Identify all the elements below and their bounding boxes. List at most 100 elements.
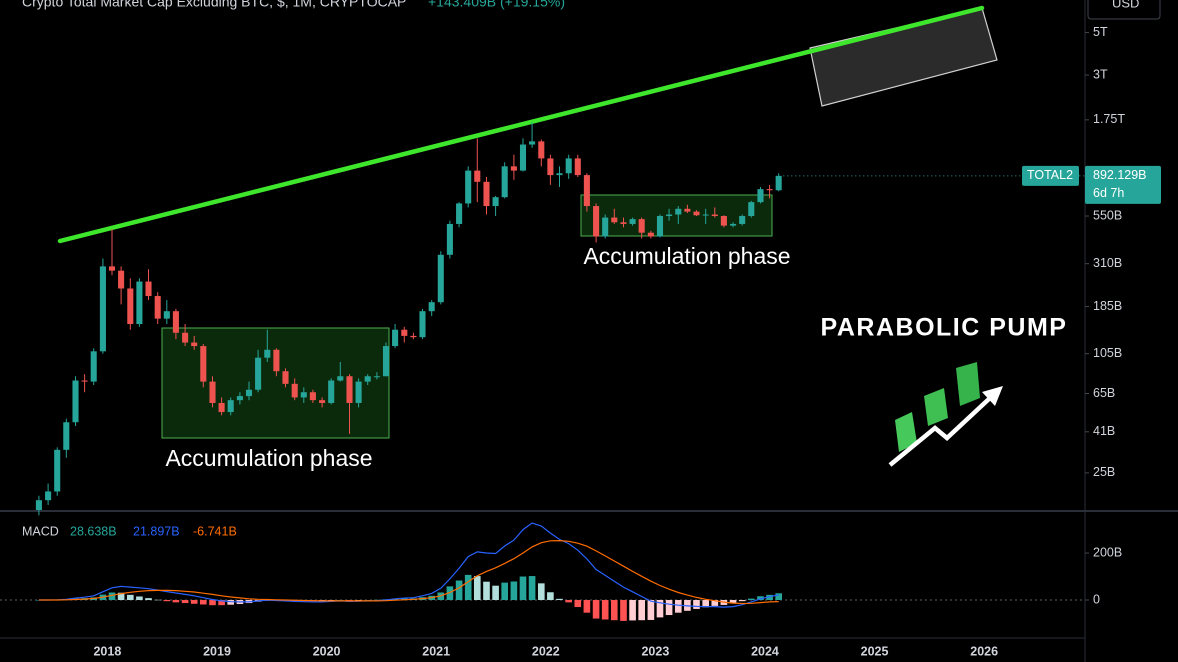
candle-body [218,402,225,413]
histogram-bar [775,593,782,601]
candle-body [291,383,298,398]
candle-body [337,376,344,381]
pump-icon [888,362,1003,467]
histogram-bar [519,576,527,601]
annotation: Accumulation phase [583,243,790,269]
icon-arrow [888,396,992,467]
candle-body [501,166,508,198]
candle-body [446,223,453,255]
histogram-bar [702,600,710,608]
candle-body [656,216,664,237]
candle-body [108,266,116,271]
histogram-bar [336,600,344,601]
candle-body [328,380,335,403]
candle-body [474,170,481,182]
candle-body [775,175,782,191]
candle-body [200,346,207,382]
currency-label[interactable]: USD [1112,0,1139,10]
histogram-bar [227,600,235,605]
histogram-bar [154,599,162,601]
candle-body [63,422,70,450]
icon-bar [895,412,917,452]
candle-body [510,166,517,171]
currency-button[interactable] [1087,0,1161,20]
histogram-bar [327,600,335,601]
candle-body [401,329,408,336]
annotation: PARABOLIC PUMP [821,314,1068,342]
candle-body [739,216,746,224]
candle-body [392,329,399,347]
candle-body [346,376,353,403]
histogram-bar [647,600,655,620]
candle-body [35,500,42,510]
macd-value: 21.897B [133,524,180,538]
candle-body [556,173,563,176]
histogram-bar [373,599,381,601]
histogram-value: 28.638B [70,524,117,538]
histogram-bar [766,594,773,601]
signal-value: -6.741B [193,524,237,538]
candle-body [428,302,435,312]
histogram-bar [583,600,591,613]
histogram-bar [108,592,116,601]
icon-bar [924,388,948,426]
candle-body [529,141,536,145]
candle-body [54,449,61,492]
candle-body [72,380,79,423]
histogram-bar [629,600,636,621]
candle-body [154,296,161,319]
candle-body [629,219,636,224]
x-tick-label: 2018 [93,644,121,658]
candle-body [245,389,253,397]
histogram-bar [501,582,509,601]
candle-body [118,270,125,289]
histogram-bar [199,600,207,605]
histogram-bar [346,600,353,601]
candle-body [519,144,527,171]
candle-body [693,211,700,216]
candle-body [492,197,499,207]
histogram-bar [492,585,499,601]
y-tick-label: 105B [1093,346,1122,360]
histogram-bar [620,600,627,621]
candle-body [456,203,463,224]
histogram-bar [638,600,645,621]
histogram-bar [464,574,472,601]
candle-body [647,232,654,237]
histogram-bar [656,600,664,618]
histogram-bar [592,600,600,619]
x-tick-label: 2019 [203,644,231,658]
candle-body [483,181,490,207]
candle-body [419,311,426,338]
y-tick-label: 0 [1093,592,1100,606]
histogram-bar [665,600,673,616]
candle-body [583,175,590,207]
symbol-label: TOTAL2 [1027,168,1073,182]
candle-body [81,380,88,382]
candle-body [638,219,645,233]
candle-body [236,396,243,401]
y-tick-label: 1.75T [1093,112,1125,126]
candle-body [611,217,618,223]
candle-body [300,392,307,398]
candle-body [45,491,52,501]
histogram-bar [355,600,362,601]
histogram-bar [126,594,134,601]
histogram-bar [674,600,682,613]
candle-body [711,214,718,217]
x-tick-label: 2022 [532,644,560,658]
accumulation-box [580,194,773,237]
candle-body [127,288,134,325]
candle-body [437,254,444,303]
candle-body [702,214,709,216]
histogram-bar [483,581,490,601]
histogram-bar [181,600,189,604]
y-tick-label: 3T [1093,67,1108,81]
candle-body [410,335,417,338]
histogram-bar [528,576,536,601]
candle-body [172,311,179,333]
histogram-bar [190,600,198,604]
candle-body [757,189,764,203]
histogram-bar [547,592,554,601]
